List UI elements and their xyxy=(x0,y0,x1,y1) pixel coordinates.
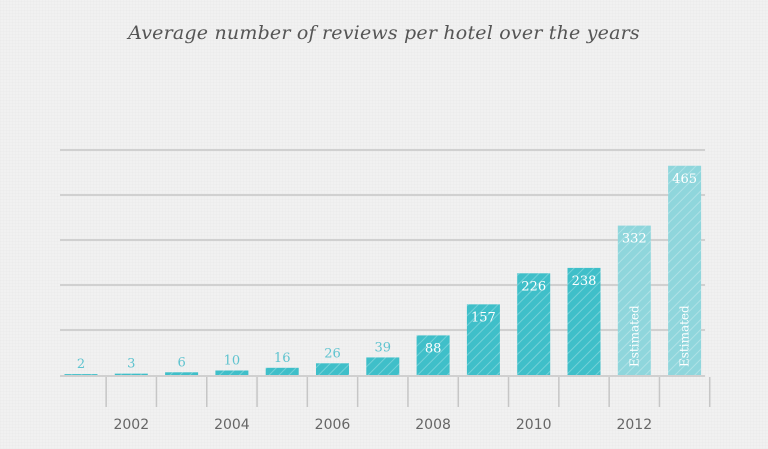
bar-value-label: 465 xyxy=(672,172,697,187)
bar-hatch xyxy=(215,370,249,375)
chart-title: Average number of reviews per hotel over… xyxy=(128,22,640,44)
bar-hatch xyxy=(567,267,601,375)
bar-hatch xyxy=(165,372,199,375)
bar-value-label: 16 xyxy=(274,351,291,366)
x-tick-label: 2008 xyxy=(415,417,451,433)
x-tick-label: 2010 xyxy=(516,417,552,433)
estimated-label: Estimated xyxy=(627,305,641,367)
bar-hatch xyxy=(316,363,349,375)
bar-value-label: 157 xyxy=(471,310,496,325)
bar-value-label: 3 xyxy=(127,357,135,372)
bar-value-label: 26 xyxy=(324,346,341,361)
bar-value-label: 332 xyxy=(622,232,647,247)
bar-hatch xyxy=(265,367,299,375)
bar-hatch xyxy=(416,335,450,375)
bar-value-label: 226 xyxy=(521,279,546,294)
bar-hatch xyxy=(617,225,651,375)
x-tick-label: 2006 xyxy=(315,417,351,433)
bar-hatch xyxy=(64,374,98,375)
bar-value-label: 238 xyxy=(572,274,597,289)
estimated-label: Estimated xyxy=(678,305,692,367)
bar-hatch xyxy=(114,373,148,375)
bar-value-label: 88 xyxy=(425,341,442,356)
bar-value-label: 6 xyxy=(177,355,185,370)
x-tick-label: 2012 xyxy=(616,417,652,433)
bar-hatch xyxy=(668,165,702,375)
bar-value-label: 39 xyxy=(375,340,392,355)
bar-hatch xyxy=(366,357,400,375)
bar-hatch xyxy=(466,304,500,375)
x-tick-label: 2004 xyxy=(214,417,250,433)
bar-hatch xyxy=(517,273,551,375)
bar-value-label: 2 xyxy=(77,357,85,372)
x-tick-label: 2002 xyxy=(113,417,149,433)
bar-value-label: 10 xyxy=(224,354,241,369)
